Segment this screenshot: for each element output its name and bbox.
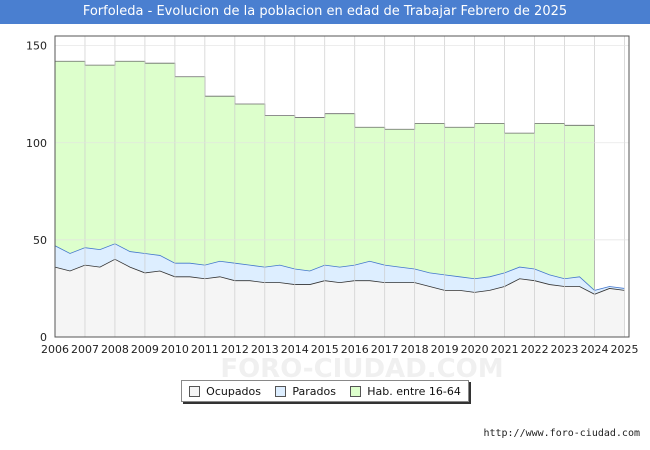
chart-legend: Ocupados Parados Hab. entre 16-64: [181, 380, 469, 402]
x-tick-label: 2020: [461, 343, 489, 356]
x-tick-label: 2017: [371, 343, 399, 356]
x-tick-label: 2024: [581, 343, 609, 356]
series-ocupados-line: [54, 258, 625, 295]
x-tick-label: 2013: [251, 343, 279, 356]
x-tick-label: 2011: [191, 343, 219, 356]
legend-swatch-parados: [275, 385, 287, 397]
y-tick-label: 0: [40, 331, 47, 344]
legend-label-ocupados: Ocupados: [206, 384, 262, 398]
y-tick-label: 150: [26, 40, 47, 53]
x-tick-label: 2015: [311, 343, 339, 356]
legend-swatch-ocupados: [189, 385, 201, 397]
x-tick-label: 2023: [551, 343, 579, 356]
chart-title: Forfoleda - Evolucion de la poblacion en…: [0, 0, 650, 24]
x-tick-label: 2012: [221, 343, 249, 356]
x-tick-label: 2022: [521, 343, 549, 356]
x-tick-label: 2006: [41, 343, 69, 356]
x-tick-label: 2009: [131, 343, 159, 356]
legend-label-habitantes: Hab. entre 16-64: [367, 384, 461, 398]
legend-label-parados: Parados: [292, 384, 336, 398]
source-url[interactable]: http://www.foro-ciudad.com: [483, 428, 640, 439]
series-ocupados-area: [55, 259, 625, 337]
x-tick-label: 2021: [491, 343, 519, 356]
x-tick-label: 2016: [341, 343, 369, 356]
x-tick-label: 2014: [281, 343, 309, 356]
x-tick-label: 2018: [401, 343, 429, 356]
x-tick-label: 2007: [71, 343, 99, 356]
x-tick-label: 2025: [611, 343, 639, 356]
watermark: FORO-CIUDAD.COM: [220, 354, 503, 384]
x-tick-label: 2008: [101, 343, 129, 356]
plot-frame: [54, 35, 630, 338]
legend-swatch-habitantes: [350, 385, 362, 397]
y-tick-label: 50: [33, 234, 47, 247]
legend-item-ocupados: Ocupados: [189, 385, 261, 398]
legend-item-parados: Parados: [275, 385, 336, 398]
y-tick-label: 100: [26, 137, 47, 150]
series-parados-line: [54, 243, 625, 291]
x-tick-label: 2010: [161, 343, 189, 356]
legend-item-habitantes: Hab. entre 16-64: [350, 385, 461, 398]
x-tick-label: 2019: [431, 343, 459, 356]
